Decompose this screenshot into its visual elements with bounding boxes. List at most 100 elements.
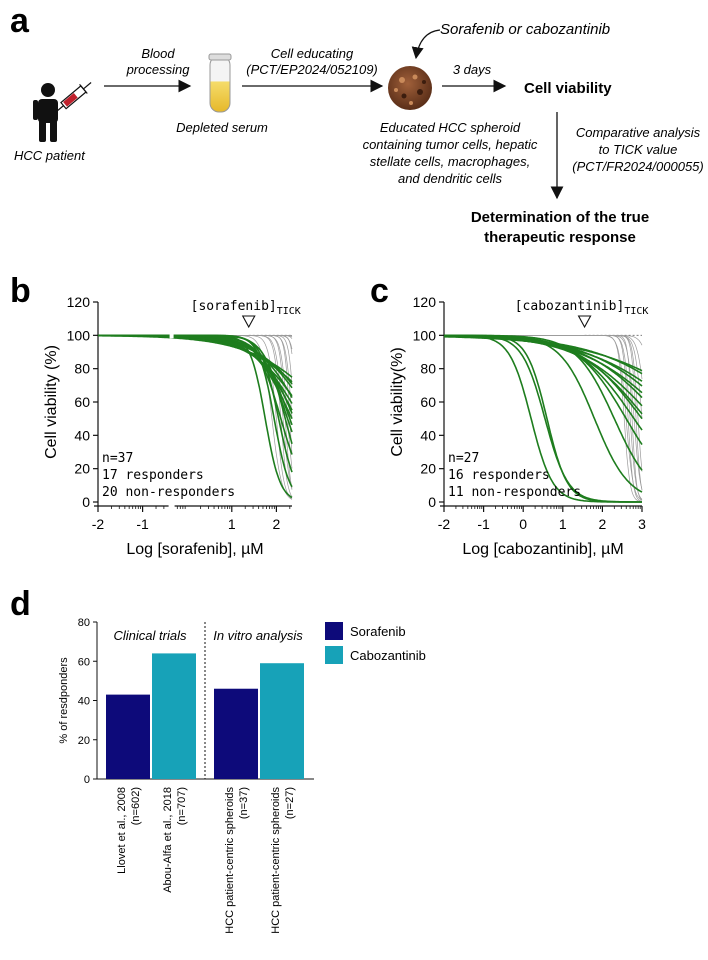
y-tick-label: 40 (78, 696, 90, 708)
serum-tube-icon (208, 53, 232, 113)
y-axis-label: Cell viability(%) (389, 347, 406, 456)
syringe-icon (55, 82, 92, 113)
responder-curve (98, 334, 293, 426)
y-tick-label: 60 (74, 394, 90, 410)
x-category-count: (n=37) (238, 787, 250, 819)
x-category-label: HCC patient-centric spheroids (224, 787, 236, 934)
y-tick-label: 40 (74, 427, 90, 443)
result-label-1: Determination of the true (471, 209, 649, 226)
step1-label-2: processing (126, 62, 191, 77)
x-tick-label: -2 (438, 516, 451, 532)
x-category-label: Abou-Alfa et al., 2018 (162, 787, 174, 893)
group-label-invitro: In vitro analysis (213, 628, 303, 643)
x-tick-label: 3 (638, 516, 646, 532)
y-tick-label: 120 (67, 294, 91, 310)
annotation-nonresponders: 20 non-responders (102, 485, 235, 500)
x-tick-label: -2 (92, 516, 105, 532)
panel-a-letter: a (10, 2, 30, 40)
responder-curve (444, 334, 643, 446)
x-category-label: Llovet et al., 2008 (116, 787, 128, 874)
spheroid-label-2: containing tumor cells, hepatic (363, 137, 538, 152)
patient-icon (33, 83, 58, 142)
responder-curve (98, 334, 293, 389)
y-tick-label: 40 (420, 427, 436, 443)
x-tick-label: -1 (477, 516, 490, 532)
responder-curve (98, 334, 293, 378)
annotation-n: n=27 (448, 451, 479, 466)
viability-label: Cell viability (524, 80, 612, 97)
legend-swatch (325, 622, 343, 640)
arrow-drug (411, 29, 441, 60)
x-tick-label: -1 (136, 516, 149, 532)
y-tick-label: 0 (82, 494, 90, 510)
y-tick-label: 0 (84, 774, 90, 786)
responder-curve (98, 334, 293, 445)
spheroid-label-4: and dendritic cells (398, 171, 503, 186)
analysis-label-2: to TICK value (599, 142, 678, 157)
group-label-clinical: Clinical trials (114, 628, 187, 643)
analysis-label-3: (PCT/FR2024/000055) (572, 159, 704, 174)
chart-c-cabozantinib: 0 20 40 60 80 100 120 -2 -1 0 1 2 3 Log [cabozantinib… (389, 294, 648, 558)
result-label-2: therapeutic response (484, 229, 636, 246)
x-category-count: (n=602) (130, 787, 142, 825)
x-tick-label: 0 (519, 516, 527, 532)
x-tick-label: 2 (272, 516, 280, 532)
y-tick-label: 20 (74, 461, 90, 477)
x-axis-label: Log [sorafenib], µM (126, 541, 263, 558)
step1-label-1: Blood (141, 46, 175, 61)
drug-label: Sorafenib or cabozantinib (440, 21, 610, 38)
panel-b-letter: b (10, 272, 31, 310)
bar (152, 653, 196, 779)
x-tick-label: 2 (599, 516, 607, 532)
x-tick-label: 1 (228, 516, 236, 532)
y-tick-label: 60 (78, 656, 90, 668)
legend-label: Cabozantinib (350, 648, 426, 663)
x-axis-break (168, 503, 175, 510)
serum-label: Depleted serum (176, 120, 268, 135)
x-tick-label: 1 (559, 516, 567, 532)
x-category-count: (n=707) (176, 787, 188, 825)
y-tick-label: 100 (67, 327, 91, 343)
step3-label: 3 days (453, 62, 492, 77)
annotation-n: n=37 (102, 451, 133, 466)
y-tick-label: 100 (413, 327, 437, 343)
patient-label: HCC patient (14, 148, 86, 163)
bar (106, 694, 150, 779)
responder-curve (97, 334, 293, 411)
y-tick-label: 120 (413, 294, 437, 310)
annotation-responders: 17 responders (102, 468, 204, 483)
bar (260, 663, 304, 779)
spheroid-label-1: Educated HCC spheroid (380, 120, 521, 135)
tick-marker (241, 315, 256, 329)
chart-b-sorafenib: 0 20 40 60 80 100 120 -2 -1 1 2 Log [sorafenib], µM… (43, 294, 301, 558)
x-category-count: (n=27) (284, 787, 296, 819)
spheroid-icon (388, 66, 432, 110)
panel-c-letter: c (370, 272, 389, 310)
y-tick-label: 20 (78, 735, 90, 747)
x-axis-label: Log [cabozantinib], µM (462, 541, 623, 558)
x-category-label: HCC patient-centric spheroids (270, 787, 282, 934)
bar (214, 688, 258, 779)
annotation-nonresponders: 11 non-responders (448, 485, 581, 500)
y-tick-label: 80 (74, 361, 90, 377)
step2-label-2: (PCT/EP2024/052109) (246, 62, 378, 77)
panel-d-letter: d (10, 585, 31, 623)
annotation-responders: 16 responders (448, 468, 550, 483)
legend-label: Sorafenib (350, 624, 406, 639)
y-tick-label: 0 (428, 494, 436, 510)
responder-curve (443, 335, 643, 372)
y-axis-label: % of resdponders (58, 657, 70, 744)
y-tick-label: 80 (78, 617, 90, 629)
curve-break-gap (169, 332, 174, 339)
tick-label: [sorafenib]TICK (191, 299, 301, 317)
tick-label: [cabozantinib]TICK (515, 299, 649, 317)
spheroid-label-3: stellate cells, macrophages, (370, 154, 530, 169)
y-tick-label: 80 (420, 361, 436, 377)
chart-d-responders-bar: 0 20 40 60 80 % of resdponders Clinical trials… (58, 617, 426, 934)
responder-curve (444, 335, 643, 375)
y-tick-label: 20 (420, 461, 436, 477)
analysis-label-1: Comparative analysis (576, 125, 701, 140)
step2-label-1: Cell educating (271, 46, 354, 61)
tick-marker (577, 315, 592, 329)
